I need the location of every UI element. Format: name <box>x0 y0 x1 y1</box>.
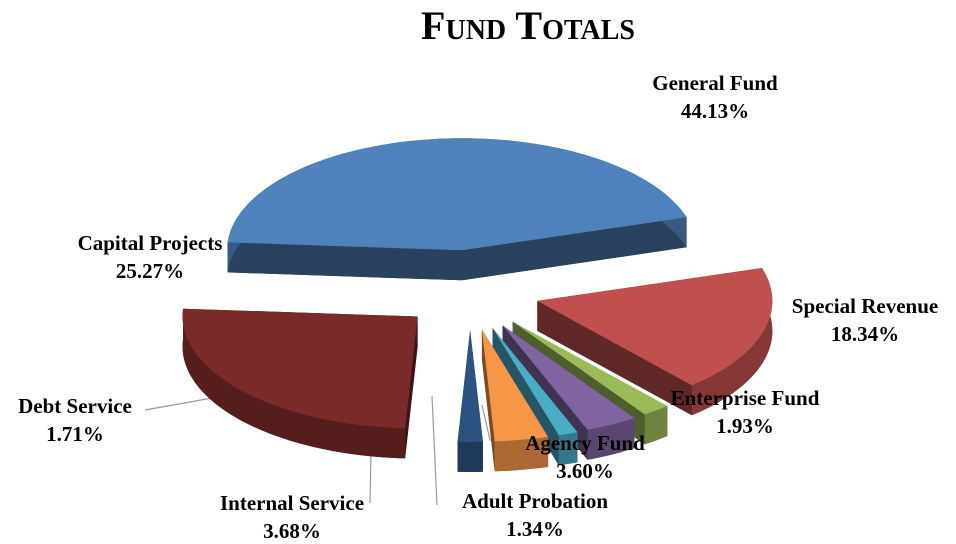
slice-value-label: 44.13% <box>681 99 749 123</box>
slice-top <box>227 138 687 251</box>
slice-side <box>405 316 418 459</box>
slice <box>537 268 773 416</box>
slice-value-label: 1.34% <box>506 517 564 541</box>
slice-label: Internal Service <box>220 491 364 515</box>
slice-value-label: 1.93% <box>716 414 774 438</box>
slice-value-label: 3.60% <box>556 459 614 483</box>
slice-rim <box>644 406 668 445</box>
slice-side <box>481 329 495 472</box>
slice-label: Agency Fund <box>525 431 645 455</box>
slice-rim <box>182 308 406 459</box>
slice <box>227 138 687 281</box>
slice-top <box>492 327 578 436</box>
slice <box>481 329 549 472</box>
slice-top <box>457 330 483 442</box>
slice-label: Enterprise Fund <box>671 386 820 410</box>
slice-label: Debt Service <box>18 394 132 418</box>
slice-rim <box>691 268 773 416</box>
slice-top <box>537 268 773 386</box>
slice-top <box>512 321 668 415</box>
slice-side <box>462 217 687 281</box>
slice-label: General Fund <box>652 71 778 95</box>
slice-rim <box>558 432 578 466</box>
chart-title: Fund Totals <box>421 3 635 48</box>
slice-side <box>227 242 462 281</box>
slice-label: Adult Probation <box>462 489 608 513</box>
leader-line <box>431 395 438 506</box>
slice <box>182 308 418 459</box>
slice-side <box>537 300 692 416</box>
slice-rim <box>457 441 483 472</box>
slice-top <box>481 329 549 442</box>
slice-value-label: 3.68% <box>263 519 321 543</box>
slice-value-label: 1.71% <box>46 422 104 446</box>
slice-top <box>502 325 635 430</box>
slice <box>457 330 483 472</box>
slice-value-label: 25.27% <box>116 259 184 283</box>
slice-value-label: 18.34% <box>831 322 899 346</box>
slice-label: Special Revenue <box>792 294 938 318</box>
slice-label: Capital Projects <box>78 231 223 255</box>
slice-rim <box>587 418 635 460</box>
slice-rim <box>494 436 549 472</box>
slice-top <box>182 308 418 429</box>
